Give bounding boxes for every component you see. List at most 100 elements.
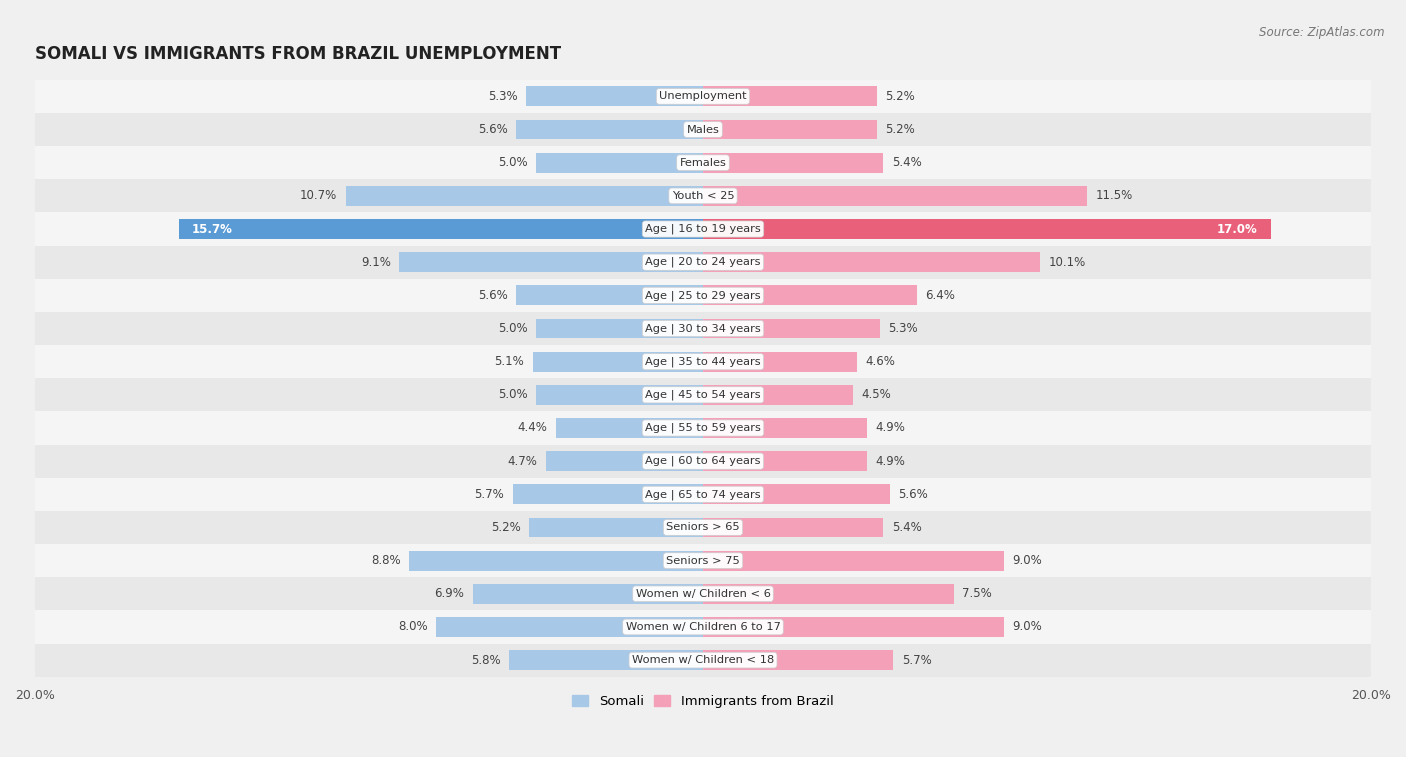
Text: 5.3%: 5.3% [889,322,918,335]
Bar [703,285,917,305]
Text: 5.0%: 5.0% [498,388,527,401]
Bar [35,643,1371,677]
Bar [399,252,703,272]
Bar [703,451,866,471]
Text: Age | 16 to 19 years: Age | 16 to 19 years [645,224,761,234]
Text: 5.7%: 5.7% [474,488,505,501]
Text: 5.2%: 5.2% [491,521,522,534]
Text: 7.5%: 7.5% [962,587,991,600]
Text: Age | 20 to 24 years: Age | 20 to 24 years [645,257,761,267]
Text: Age | 55 to 59 years: Age | 55 to 59 years [645,422,761,433]
Text: 8.8%: 8.8% [371,554,401,567]
Text: 5.0%: 5.0% [498,156,527,170]
Bar [703,550,1004,571]
Text: 5.4%: 5.4% [891,521,921,534]
Text: 5.2%: 5.2% [884,123,915,136]
Text: SOMALI VS IMMIGRANTS FROM BRAZIL UNEMPLOYMENT: SOMALI VS IMMIGRANTS FROM BRAZIL UNEMPLO… [35,45,561,64]
Bar [35,478,1371,511]
Bar [35,378,1371,411]
Bar [513,484,703,504]
Text: 5.1%: 5.1% [495,355,524,368]
Bar [703,617,1004,637]
Bar [703,484,890,504]
Text: 5.4%: 5.4% [891,156,921,170]
Bar [536,385,703,405]
Bar [703,584,953,604]
Text: 10.7%: 10.7% [299,189,337,202]
Text: 4.9%: 4.9% [875,422,905,435]
Bar [35,113,1371,146]
Bar [703,518,883,537]
Text: Women w/ Children 6 to 17: Women w/ Children 6 to 17 [626,622,780,632]
Bar [526,86,703,106]
Text: 9.1%: 9.1% [361,256,391,269]
Bar [533,352,703,372]
Text: 4.4%: 4.4% [517,422,548,435]
Bar [703,252,1040,272]
Bar [529,518,703,537]
Text: 15.7%: 15.7% [193,223,233,235]
Bar [555,418,703,438]
Text: Youth < 25: Youth < 25 [672,191,734,201]
Text: 9.0%: 9.0% [1012,621,1042,634]
Text: 6.4%: 6.4% [925,289,955,302]
Bar [436,617,703,637]
Bar [35,444,1371,478]
Text: Seniors > 75: Seniors > 75 [666,556,740,565]
Text: 5.3%: 5.3% [488,90,517,103]
Text: 11.5%: 11.5% [1095,189,1133,202]
Bar [35,411,1371,444]
Text: 5.6%: 5.6% [478,289,508,302]
Text: 4.6%: 4.6% [865,355,894,368]
Text: 4.7%: 4.7% [508,455,537,468]
Text: 5.6%: 5.6% [898,488,928,501]
Bar [703,650,893,670]
Bar [35,312,1371,345]
Text: 9.0%: 9.0% [1012,554,1042,567]
Text: Women w/ Children < 6: Women w/ Children < 6 [636,589,770,599]
Text: 5.8%: 5.8% [471,653,501,667]
Bar [703,418,866,438]
Bar [703,86,877,106]
Bar [703,319,880,338]
Bar [509,650,703,670]
Bar [703,186,1087,206]
Text: 10.1%: 10.1% [1049,256,1085,269]
Text: 4.9%: 4.9% [875,455,905,468]
Text: Age | 60 to 64 years: Age | 60 to 64 years [645,456,761,466]
Bar [35,179,1371,213]
Bar [35,79,1371,113]
Bar [546,451,703,471]
Text: 8.0%: 8.0% [398,621,427,634]
Bar [472,584,703,604]
Bar [179,219,703,239]
Bar [516,285,703,305]
Bar [35,345,1371,378]
Text: Age | 35 to 44 years: Age | 35 to 44 years [645,357,761,367]
Bar [35,146,1371,179]
Text: 5.6%: 5.6% [478,123,508,136]
Bar [703,219,1271,239]
Legend: Somali, Immigrants from Brazil: Somali, Immigrants from Brazil [567,690,839,713]
Text: Age | 65 to 74 years: Age | 65 to 74 years [645,489,761,500]
Bar [35,245,1371,279]
Text: Age | 30 to 34 years: Age | 30 to 34 years [645,323,761,334]
Bar [703,385,853,405]
Bar [703,120,877,139]
Text: Unemployment: Unemployment [659,92,747,101]
Bar [35,610,1371,643]
Text: 5.0%: 5.0% [498,322,527,335]
Text: 5.7%: 5.7% [901,653,932,667]
Bar [703,352,856,372]
Bar [536,153,703,173]
Text: Males: Males [686,125,720,135]
Bar [409,550,703,571]
Bar [35,279,1371,312]
Bar [703,153,883,173]
Bar [35,511,1371,544]
Bar [346,186,703,206]
Text: Seniors > 65: Seniors > 65 [666,522,740,532]
Text: 4.5%: 4.5% [862,388,891,401]
Text: Females: Females [679,157,727,168]
Text: Women w/ Children < 18: Women w/ Children < 18 [631,655,775,665]
